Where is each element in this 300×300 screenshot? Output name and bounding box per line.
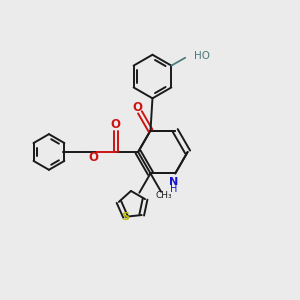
Text: S: S [122,212,130,222]
Text: O: O [89,152,99,164]
Text: HO: HO [194,51,210,61]
Text: H: H [169,184,177,194]
Text: O: O [132,101,142,114]
Text: O: O [111,118,121,131]
Text: CH₃: CH₃ [155,191,172,200]
Text: N: N [169,177,178,187]
